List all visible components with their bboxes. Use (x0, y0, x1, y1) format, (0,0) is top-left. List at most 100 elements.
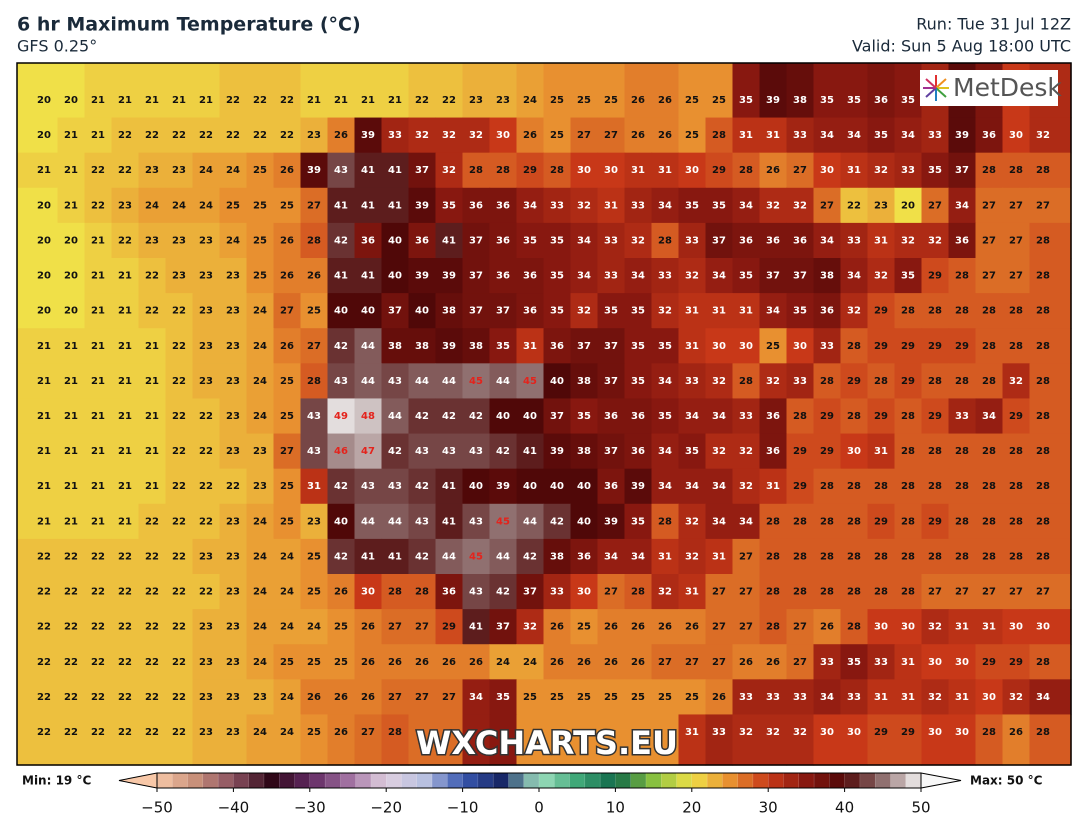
map-value: 26 (550, 622, 564, 633)
map-cell (84, 538, 113, 575)
map-cell (408, 503, 437, 540)
map-value: 28 (1009, 165, 1023, 176)
map-value: 27 (577, 130, 591, 141)
map-value: 45 (496, 516, 510, 527)
map-cell (867, 258, 896, 294)
map-cell (705, 398, 734, 435)
map-value: 28 (712, 130, 726, 141)
map-cell (17, 328, 59, 364)
map-value: 22 (37, 657, 51, 668)
map-cell-hidden (543, 714, 572, 766)
colorbar-tick-label: −50 (141, 799, 173, 817)
map-value: 28 (982, 481, 996, 492)
map-cell (759, 328, 788, 364)
map-value: 32 (658, 306, 672, 317)
map-cell (570, 538, 599, 575)
map-cell (138, 644, 167, 680)
map-value: 27 (793, 622, 807, 633)
map-value: 26 (712, 692, 726, 703)
map-cell (1029, 152, 1072, 189)
map-cell (138, 398, 167, 435)
map-value: 39 (415, 271, 429, 282)
map-cell (948, 328, 977, 364)
map-cell (948, 679, 977, 716)
map-values: 20 20 21 21 21 21 21 22 22 22 21 21 21 21 22 22 23 23 24 25… (37, 95, 1050, 738)
title: 6 hr Maximum Temperature (°C) (17, 14, 361, 36)
map-value: 30 (928, 657, 942, 668)
map-value: 44 (442, 551, 456, 562)
map-cell (354, 503, 383, 540)
map-cell (597, 63, 626, 119)
map-cell (732, 293, 761, 329)
map-value: 21 (37, 481, 51, 492)
map-value: 25 (550, 692, 564, 703)
map-cell (165, 468, 194, 505)
map-cell (624, 503, 653, 540)
map-cell (651, 679, 680, 716)
colorbar-segment (661, 772, 678, 789)
map-cell (759, 609, 788, 645)
map-cell (732, 679, 761, 716)
map-value: 22 (64, 551, 78, 562)
map-cell (192, 293, 221, 329)
map-cell (624, 152, 653, 189)
map-value: 23 (199, 657, 213, 668)
map-value: 30 (739, 341, 753, 352)
map-value: 32 (631, 235, 645, 246)
map-cell (57, 644, 86, 680)
map-value: 22 (172, 587, 186, 598)
colorbar-segment (386, 772, 402, 789)
map-cell (516, 503, 545, 540)
map-value: 25 (280, 516, 294, 527)
map-value: 41 (523, 446, 537, 457)
map-cell (786, 117, 815, 154)
map-value: 41 (361, 200, 375, 211)
map-value: 38 (550, 551, 564, 562)
map-value: 26 (604, 622, 618, 633)
logo-icon (923, 75, 949, 101)
map-value: 42 (334, 481, 348, 492)
map-value: 21 (388, 95, 402, 106)
map-value: 22 (64, 657, 78, 668)
map-cell (138, 152, 167, 189)
map-cell (921, 468, 950, 505)
map-value: 42 (388, 446, 402, 457)
map-value: 34 (847, 271, 861, 282)
colorbar-segment (416, 772, 433, 789)
map-value: 31 (982, 622, 996, 633)
map-cell (867, 398, 896, 435)
map-value: 31 (901, 657, 915, 668)
map-value: 32 (766, 376, 780, 387)
map-value: 21 (361, 95, 375, 106)
map-value: 40 (388, 235, 402, 246)
map-value: 27 (307, 200, 321, 211)
map-cell (354, 679, 383, 716)
map-value: 27 (739, 587, 753, 598)
map-cell (867, 63, 896, 119)
map-cell (678, 433, 707, 470)
map-cell (138, 714, 167, 766)
colorbar-segment (309, 772, 326, 789)
map-value: 28 (496, 165, 510, 176)
map-cell (624, 258, 653, 294)
map-cell (867, 187, 896, 224)
map-value: 26 (334, 587, 348, 598)
map-value: 22 (37, 587, 51, 598)
map-cell (57, 258, 86, 294)
colorbar-segment (691, 772, 708, 789)
map-value: 35 (550, 306, 564, 317)
map-value: 31 (685, 727, 699, 738)
map-value: 28 (901, 306, 915, 317)
map-cell (759, 187, 788, 224)
map-cell (57, 433, 86, 470)
map-cell (597, 503, 626, 540)
map-value: 25 (253, 165, 267, 176)
map-value: 33 (955, 411, 969, 422)
map-value: 35 (577, 411, 591, 422)
map-cell (246, 152, 275, 189)
colorbar-segment (156, 772, 173, 789)
map-cell (489, 328, 518, 364)
map-cell (678, 187, 707, 224)
map-cell (516, 117, 545, 154)
